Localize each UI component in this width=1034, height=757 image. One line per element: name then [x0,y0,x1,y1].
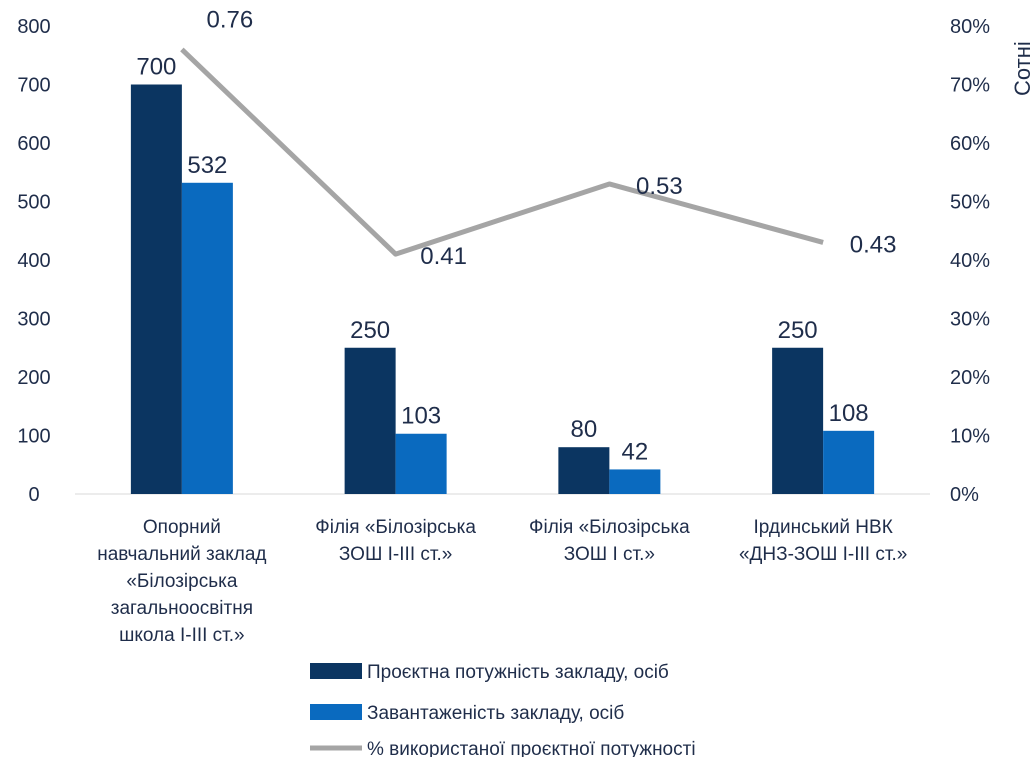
left-axis-tick-label: 400 [17,250,50,272]
right-axis-tick-label: 60% [950,133,990,155]
bars [130,84,875,494]
right-axis-tick-label: 0% [950,484,979,506]
legend-label: Завантаженість закладу, осіб [367,703,624,724]
left-axis-tick-label: 100 [17,426,50,448]
line-data-label: 0.43 [850,231,897,258]
line-series-path [180,47,824,257]
bar-data-label: 42 [622,438,649,465]
legend-swatch [310,704,362,720]
category-label: Опорний навчальний заклад «Білозірська зага… [97,517,266,646]
right-axis-tick-label: 80% [950,16,990,38]
right-axis-title: Сотні [1010,41,1034,96]
line-data-label: 0.41 [420,243,467,270]
bar [130,84,182,494]
line-data-label: 0.76 [207,6,254,33]
bar-data-label: 250 [350,317,390,344]
left-axis-tick-label: 0 [28,484,39,506]
bar [344,347,396,494]
line-series [180,47,824,257]
left-axis-tick-label: 300 [17,309,50,331]
bar [558,447,610,494]
left-axis-tick-label: 600 [17,133,50,155]
category-label: Ірдинський НВК «ДНЗ-ЗОШ І-ІІІ ст.» [739,517,907,565]
category-label: Філія «Білозірська ЗОШ І-ІІІ ст.» [315,517,476,565]
left-axis-tick-label: 700 [17,75,50,97]
left-axis-ticks: 0 100 200 300 400 500 600 700 800 [17,16,50,506]
bar-data-label: 108 [829,400,869,427]
bar-data-label: 532 [187,152,227,179]
bar-data-label: 700 [136,54,176,81]
bar-data-label: 103 [401,403,441,430]
right-axis-tick-label: 40% [950,250,990,272]
category-labels: Опорний навчальний заклад «Білозірська зага… [97,517,907,646]
category-label: Філія «Білозірська ЗОШ І ст.» [529,517,690,565]
right-axis-tick-label: 30% [950,309,990,331]
legend-label: % використаної проєктної потужності [367,739,696,757]
right-axis-tick-label: 20% [950,367,990,389]
bar [772,347,824,494]
right-axis-tick-label: 70% [950,75,990,97]
bar [823,430,875,494]
legend-label: Проєктна потужність закладу, осіб [367,662,669,683]
bar-data-label: 80 [571,416,598,443]
right-axis-tick-label: 50% [950,192,990,214]
bar-data-label: 250 [778,317,818,344]
right-axis-tick-label: 10% [950,426,990,448]
left-axis-tick-label: 200 [17,367,50,389]
left-axis-tick-label: 800 [17,16,50,38]
legend: Проєктна потужність закладу, осіб Заванта… [310,662,696,757]
data-labels: 700 250 80 250 532 103 42 108 0.76 0.41 0.53 0.43 [136,6,896,465]
left-axis-tick-label: 500 [17,192,50,214]
bar [181,182,233,494]
legend-swatch [310,663,362,679]
line-data-label: 0.53 [636,173,683,200]
right-axis-ticks: 0% 10% 20% 30% 40% 50% 60% 70% 80% [950,16,990,506]
bar [609,469,661,494]
bar [395,433,447,494]
